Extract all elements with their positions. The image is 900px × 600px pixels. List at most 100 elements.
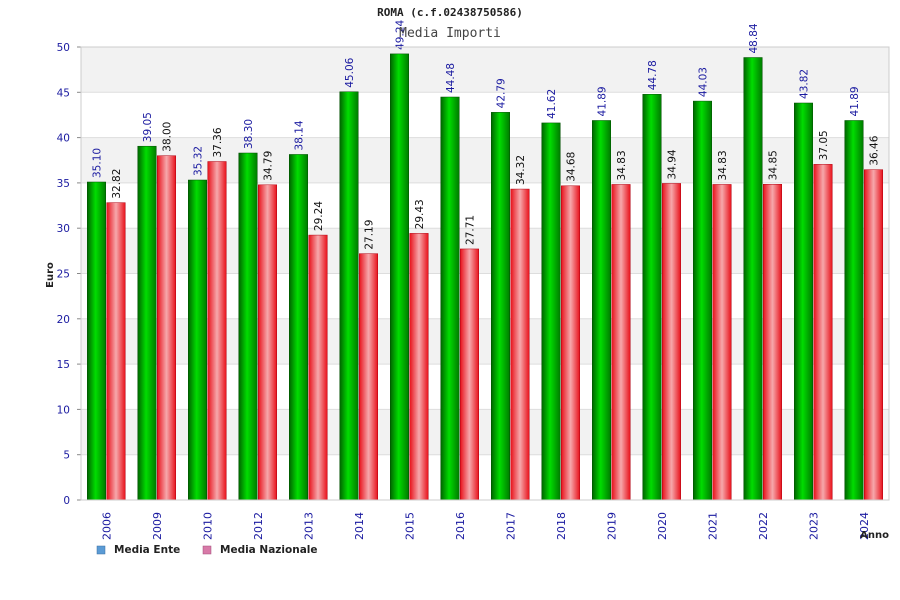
- data-label-media-nazionale: 36.46: [869, 135, 881, 165]
- data-label-media-nazionale: 32.82: [111, 169, 123, 199]
- x-tick-label: 2024: [858, 512, 871, 540]
- bar-media-nazionale: [662, 183, 681, 501]
- bar-media-nazionale: [712, 184, 732, 501]
- data-label-media-ente: 48.84: [748, 23, 760, 53]
- y-tick-label: 25: [57, 269, 70, 281]
- data-label-media-nazionale: 34.68: [566, 152, 578, 182]
- bar-media-nazionale: [611, 184, 631, 501]
- x-tick-label: 2017: [504, 512, 517, 540]
- data-label-media-ente: 38.30: [243, 119, 255, 149]
- x-tick-label: 2009: [151, 512, 164, 540]
- data-label-media-nazionale: 34.83: [717, 150, 729, 180]
- data-label-media-ente: 42.79: [496, 78, 508, 108]
- x-tick-label: 2018: [555, 512, 568, 540]
- bar-media-nazionale: [258, 184, 277, 501]
- y-tick-label: 10: [57, 404, 70, 416]
- y-tick-label: 20: [57, 314, 70, 326]
- data-labels-layer: 35.10 32.82 39.05 38.00 35.32 37.36 38.30 34.79…: [92, 20, 881, 250]
- y-tick-label: 35: [57, 178, 70, 190]
- data-label-media-ente: 35.32: [193, 146, 205, 176]
- y-tick-label: 50: [57, 42, 70, 54]
- y-tick-label: 30: [57, 223, 70, 235]
- bar-media-nazionale: [510, 188, 530, 501]
- x-tick-label: 2023: [807, 512, 820, 540]
- data-label-media-nazionale: 27.71: [465, 215, 477, 245]
- bars-layer: [87, 53, 883, 501]
- data-label-media-ente: 43.82: [799, 69, 811, 99]
- x-tick-label: 2006: [100, 512, 113, 540]
- data-label-media-nazionale: 27.19: [364, 220, 376, 250]
- bar-media-ente: [592, 120, 611, 501]
- y-tick-label: 45: [57, 87, 70, 99]
- bar-media-ente: [87, 181, 106, 501]
- data-label-media-ente: 41.89: [597, 86, 609, 116]
- data-label-media-ente: 38.14: [294, 120, 306, 150]
- bar-media-nazionale: [561, 185, 580, 501]
- data-label-media-ente: 39.05: [142, 112, 154, 142]
- bar-media-nazionale: [763, 184, 782, 501]
- data-label-media-ente: 44.48: [445, 63, 457, 93]
- x-axis-label: Anno: [860, 530, 889, 541]
- bar-media-ente: [491, 112, 510, 501]
- y-tick-label: 40: [57, 133, 70, 145]
- axes-layer: 0 5 10 15 20 25 30 35 40 45 50 2006 2009 2010 2012 2013…: [57, 42, 890, 540]
- bar-media-nazionale: [157, 155, 176, 501]
- data-label-media-nazionale: 34.79: [263, 151, 275, 181]
- x-tick-label: 2019: [605, 512, 618, 540]
- bar-media-nazionale: [308, 234, 328, 501]
- data-label-media-ente: 35.10: [92, 148, 104, 178]
- data-label-media-nazionale: 34.85: [768, 150, 780, 180]
- plot-band: [81, 47, 889, 93]
- legend: Media Ente Media Nazionale: [96, 544, 318, 556]
- x-tick-label: 2012: [252, 512, 265, 540]
- bar-media-ente: [743, 57, 763, 501]
- x-tick-label: 2013: [302, 512, 315, 540]
- data-label-media-nazionale: 34.32: [515, 155, 527, 185]
- legend-item-media-nazionale: Media Nazionale: [202, 544, 318, 556]
- bar-media-ente: [339, 91, 359, 501]
- bar-media-nazionale: [409, 233, 429, 501]
- data-label-media-ente: 41.62: [546, 89, 558, 119]
- plot-frame: [80, 46, 890, 501]
- data-label-media-nazionale: 37.36: [212, 127, 224, 157]
- y-tick-label: 0: [63, 495, 70, 507]
- bar-media-nazionale: [359, 253, 378, 501]
- y-tick-label: 5: [63, 450, 70, 462]
- x-tick-label: 2020: [656, 512, 669, 540]
- x-tick-label: 2021: [706, 512, 719, 540]
- data-label-media-ente: 49.24: [395, 20, 407, 50]
- bar-media-ente: [642, 94, 662, 501]
- bar-media-nazionale: [864, 169, 883, 501]
- bar-media-ente: [440, 96, 460, 501]
- x-tick-label: 2010: [201, 512, 214, 540]
- data-label-media-nazionale: 38.00: [162, 122, 174, 152]
- x-tick-label: 2016: [454, 512, 467, 540]
- bar-media-ente: [289, 154, 308, 501]
- x-tick-label: 2015: [403, 512, 416, 540]
- chart-subtitle: Media Importi: [399, 26, 501, 41]
- bar-media-nazionale: [106, 202, 126, 501]
- bar-media-ente: [541, 122, 561, 501]
- legend-label-media-ente: Media Ente: [114, 544, 180, 556]
- bar-media-nazionale: [207, 161, 227, 501]
- legend-item-media-ente: Media Ente: [96, 544, 180, 556]
- chart-title: ROMA (c.f.02438750586): [377, 6, 523, 19]
- y-axis-label: Euro: [45, 262, 56, 288]
- y-tick-label: 15: [57, 359, 70, 371]
- data-label-media-ente: 44.03: [698, 67, 710, 97]
- bar-media-nazionale: [813, 164, 833, 501]
- bar-media-nazionale: [460, 248, 479, 501]
- bar-media-ente: [693, 100, 712, 501]
- data-label-media-nazionale: 29.43: [414, 199, 426, 229]
- legend-swatch-media-ente: [96, 545, 106, 555]
- bar-media-ente: [844, 120, 864, 501]
- x-tick-label: 2022: [757, 512, 770, 540]
- plot-band: [81, 92, 889, 138]
- legend-swatch-media-nazionale: [202, 545, 212, 555]
- data-label-media-ente: 45.06: [344, 57, 356, 87]
- bar-media-ente: [137, 145, 157, 501]
- data-label-media-nazionale: 37.05: [818, 130, 830, 160]
- data-label-media-nazionale: 34.83: [616, 150, 628, 180]
